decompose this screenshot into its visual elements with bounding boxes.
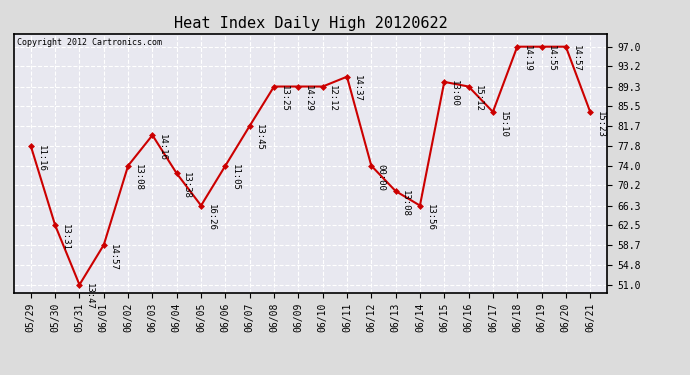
Text: 13:25: 13:25 [279,85,288,112]
Text: 14:16: 14:16 [158,134,167,160]
Text: 13:08: 13:08 [401,190,410,216]
Text: 13:08: 13:08 [134,164,143,191]
Text: 15:23: 15:23 [595,111,604,137]
Text: 13:45: 13:45 [255,124,264,152]
Text: 14:37: 14:37 [353,75,362,102]
Text: 00:00: 00:00 [377,164,386,191]
Text: 14:29: 14:29 [304,85,313,112]
Text: 12:12: 12:12 [328,85,337,112]
Text: 11:05: 11:05 [231,164,240,191]
Text: 15:12: 15:12 [474,85,483,112]
Text: 16:26: 16:26 [206,204,215,231]
Text: 13:56: 13:56 [426,204,435,231]
Text: Copyright 2012 Cartronics.com: Copyright 2012 Cartronics.com [17,38,161,46]
Text: 13:38: 13:38 [182,172,191,199]
Text: 14:57: 14:57 [109,243,119,270]
Text: 13:31: 13:31 [61,224,70,251]
Text: 13:47: 13:47 [85,284,94,310]
Title: Heat Index Daily High 20120622: Heat Index Daily High 20120622 [174,16,447,31]
Text: 15:10: 15:10 [498,111,507,137]
Text: 14:55: 14:55 [547,45,556,72]
Text: 14:19: 14:19 [523,45,532,72]
Text: 14:57: 14:57 [571,45,580,72]
Text: 13:00: 13:00 [450,81,459,107]
Text: 11:16: 11:16 [37,145,46,171]
